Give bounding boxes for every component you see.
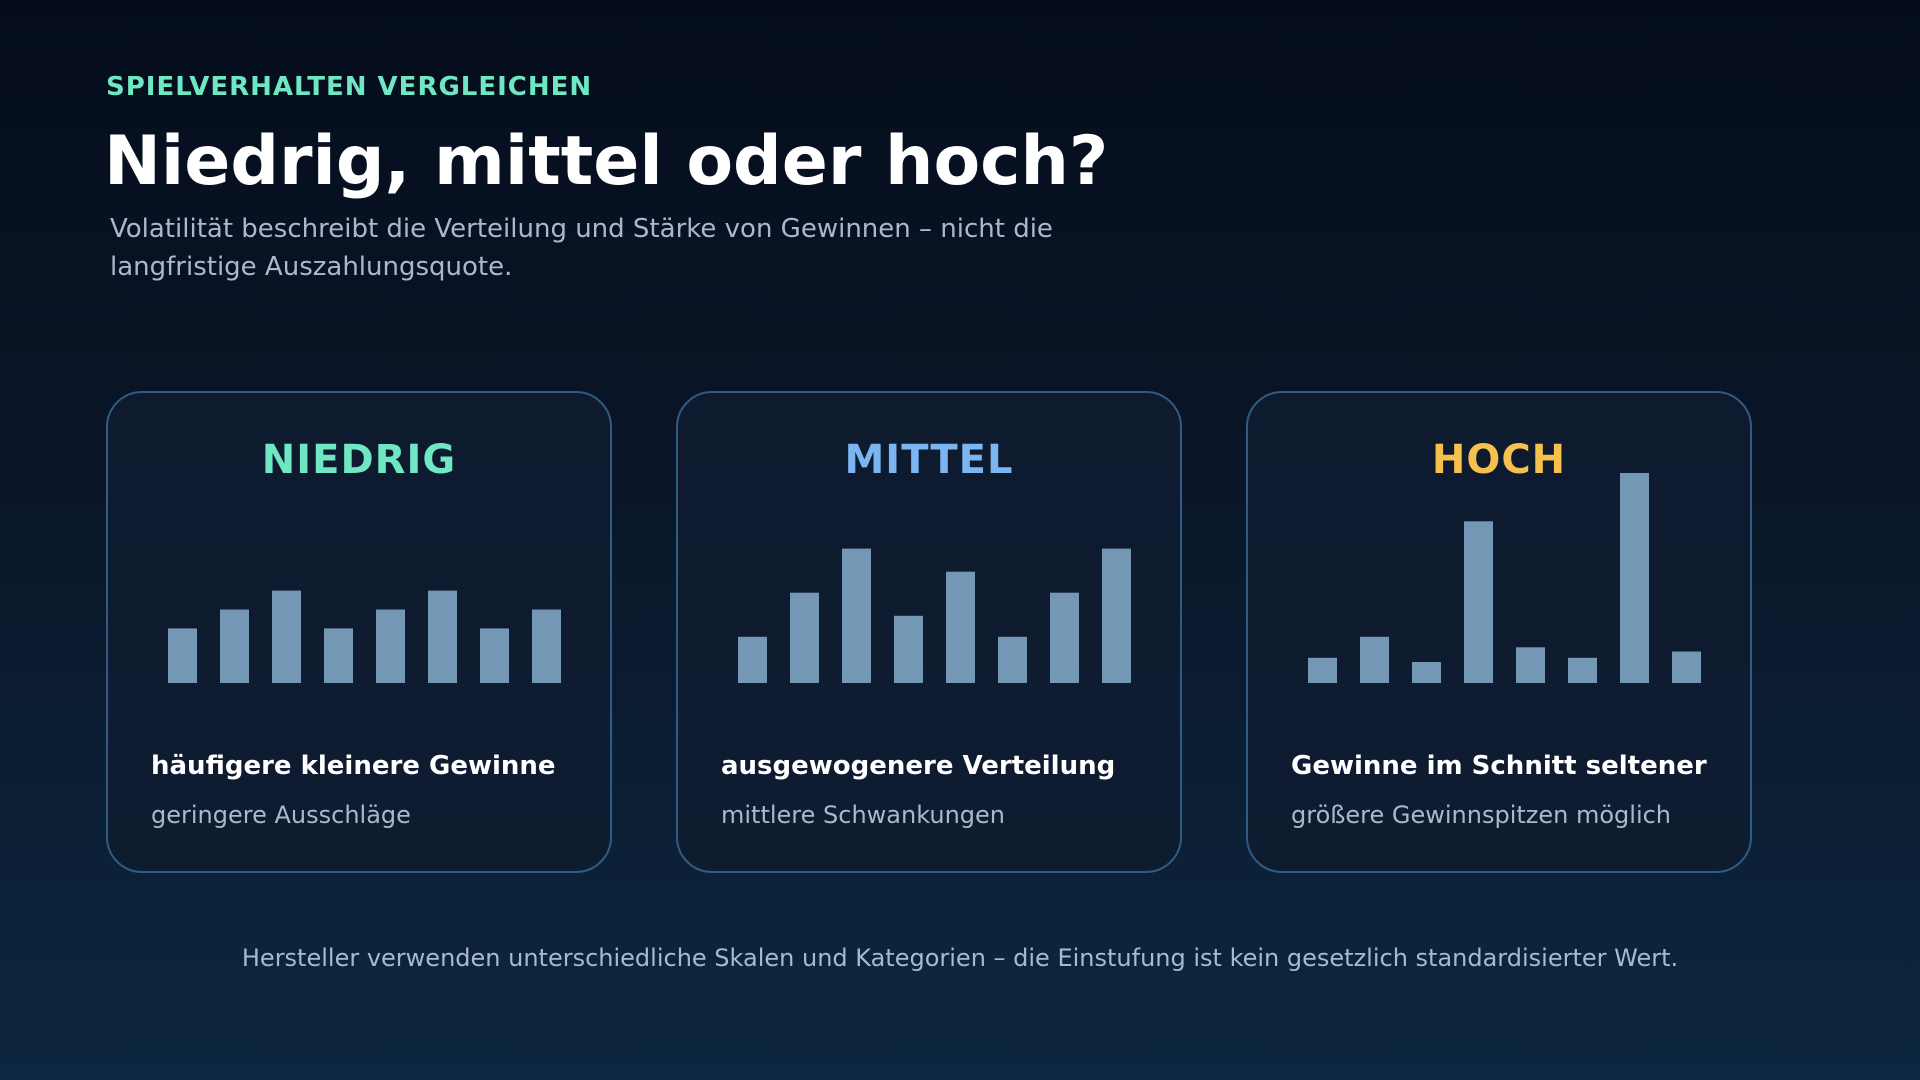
card-title: MITTEL xyxy=(844,437,1014,483)
footer-note: Hersteller verwenden unterschiedliche Sk… xyxy=(241,944,1679,972)
chart-bar xyxy=(1308,657,1337,683)
chart-bar xyxy=(998,636,1027,683)
chart-bar xyxy=(324,628,353,683)
page-title: Niedrig, mittel oder hoch? xyxy=(104,122,1109,201)
bar-chart xyxy=(1308,473,1701,683)
eyebrow-label: SPIELVERHALTEN VERGLEICHEN xyxy=(106,72,593,102)
chart-bar xyxy=(738,636,767,683)
chart-bar xyxy=(946,571,975,683)
card-hoch: HOCH Gewinne im Schnitt seltener größere… xyxy=(1246,391,1752,873)
card-title: NIEDRIG xyxy=(261,437,457,483)
chart-bar xyxy=(220,609,249,683)
chart-bar xyxy=(1568,657,1597,683)
chart-bar xyxy=(842,548,871,683)
chart-bar xyxy=(480,628,509,683)
card-headline: häufigere kleinere Gewinne xyxy=(151,751,556,781)
card-headline: ausgewogenere Verteilung xyxy=(721,751,1116,781)
chart-bar xyxy=(1360,636,1389,683)
chart-bar xyxy=(168,628,197,683)
chart-bar xyxy=(1672,651,1701,683)
bar-chart xyxy=(168,590,561,683)
card-niedrig: NIEDRIG häufigere kleinere Gewinne gerin… xyxy=(106,391,612,873)
chart-bar xyxy=(1464,521,1493,683)
card-headline: Gewinne im Schnitt seltener xyxy=(1291,751,1707,781)
card-description: geringere Ausschläge xyxy=(151,801,411,829)
chart-bar xyxy=(1050,592,1079,683)
card-description: mittlere Schwankungen xyxy=(721,801,1006,829)
chart-bar xyxy=(376,609,405,683)
chart-bar xyxy=(532,609,561,683)
chart-bar xyxy=(790,592,819,683)
card-description: größere Gewinnspitzen möglich xyxy=(1291,801,1672,829)
chart-bar xyxy=(428,590,457,683)
chart-bar xyxy=(894,615,923,683)
chart-bar xyxy=(1412,662,1441,683)
chart-bar xyxy=(272,590,301,683)
bar-chart xyxy=(738,548,1131,683)
page-subtitle: Volatilität beschreibt die Verteilung un… xyxy=(110,214,1053,282)
card-title: HOCH xyxy=(1431,437,1567,483)
chart-bar xyxy=(1102,548,1131,683)
chart-bar xyxy=(1620,473,1649,683)
chart-bar xyxy=(1516,647,1545,683)
card-mittel: MITTEL ausgewogenere Verteilung mittlere… xyxy=(676,391,1182,873)
